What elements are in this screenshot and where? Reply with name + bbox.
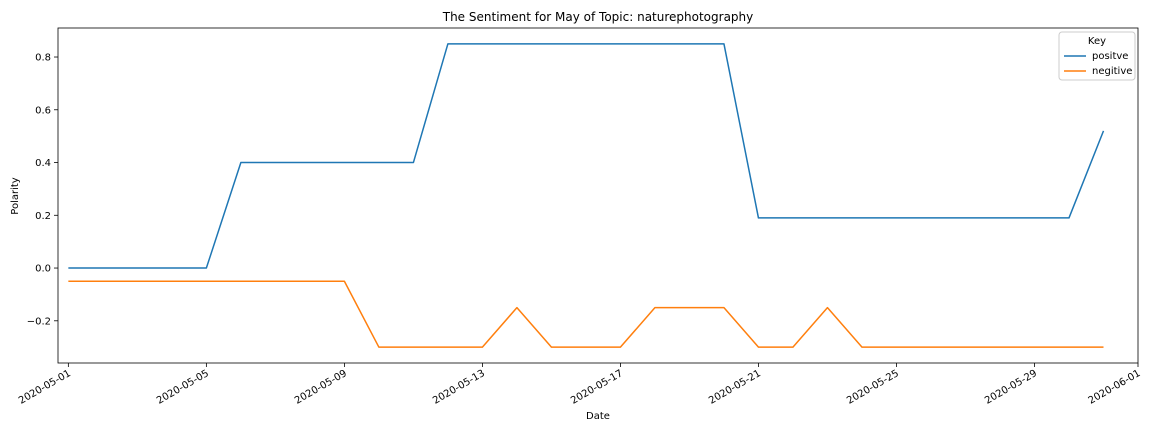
y-axis: −0.2 0.0 0.2 0.4 0.6 0.8 bbox=[27, 53, 58, 327]
y-tick-label-4: 0.6 bbox=[35, 105, 51, 116]
chart-title: The Sentiment for May of Topic: natureph… bbox=[442, 10, 754, 24]
legend-label-positve[interactable]: positve bbox=[1092, 51, 1128, 62]
x-tick-label-7: 2020-05-29 bbox=[983, 368, 1039, 407]
x-tick-label-3: 2020-05-13 bbox=[431, 368, 487, 407]
x-axis: 2020-05-01 2020-05-05 2020-05-09 2020-05-13… bbox=[17, 363, 1143, 407]
series-line-negitive[interactable] bbox=[68, 280, 1104, 348]
legend-label-negitive[interactable]: negitive bbox=[1092, 66, 1132, 77]
y-axis-label: Polarity bbox=[10, 177, 21, 215]
x-tick-label-8: 2020-06-01 bbox=[1087, 368, 1143, 407]
series-line-positve[interactable] bbox=[68, 43, 1105, 269]
x-axis-label: Date bbox=[586, 411, 610, 422]
y-tick-label-1: 0.0 bbox=[35, 264, 51, 275]
y-tick-label-2: 0.2 bbox=[35, 211, 51, 222]
x-tick-label-4: 2020-05-17 bbox=[569, 368, 625, 407]
y-tick-label-0: −0.2 bbox=[27, 316, 51, 327]
plot-frame bbox=[57, 27, 1139, 364]
x-tick-label-6: 2020-05-25 bbox=[845, 368, 901, 407]
x-tick-label-2: 2020-05-09 bbox=[293, 368, 349, 407]
legend-box bbox=[1058, 31, 1136, 81]
legend[interactable]: Key positve negitive bbox=[1058, 31, 1136, 81]
x-tick-label-5: 2020-05-21 bbox=[707, 368, 763, 407]
y-tick-label-5: 0.8 bbox=[35, 53, 51, 64]
legend-title: Key bbox=[1088, 36, 1106, 47]
x-tick-label-1: 2020-05-05 bbox=[155, 368, 211, 407]
x-tick-label-0: 2020-05-01 bbox=[17, 368, 73, 407]
series-group bbox=[68, 43, 1105, 348]
y-tick-label-3: 0.4 bbox=[35, 158, 51, 169]
